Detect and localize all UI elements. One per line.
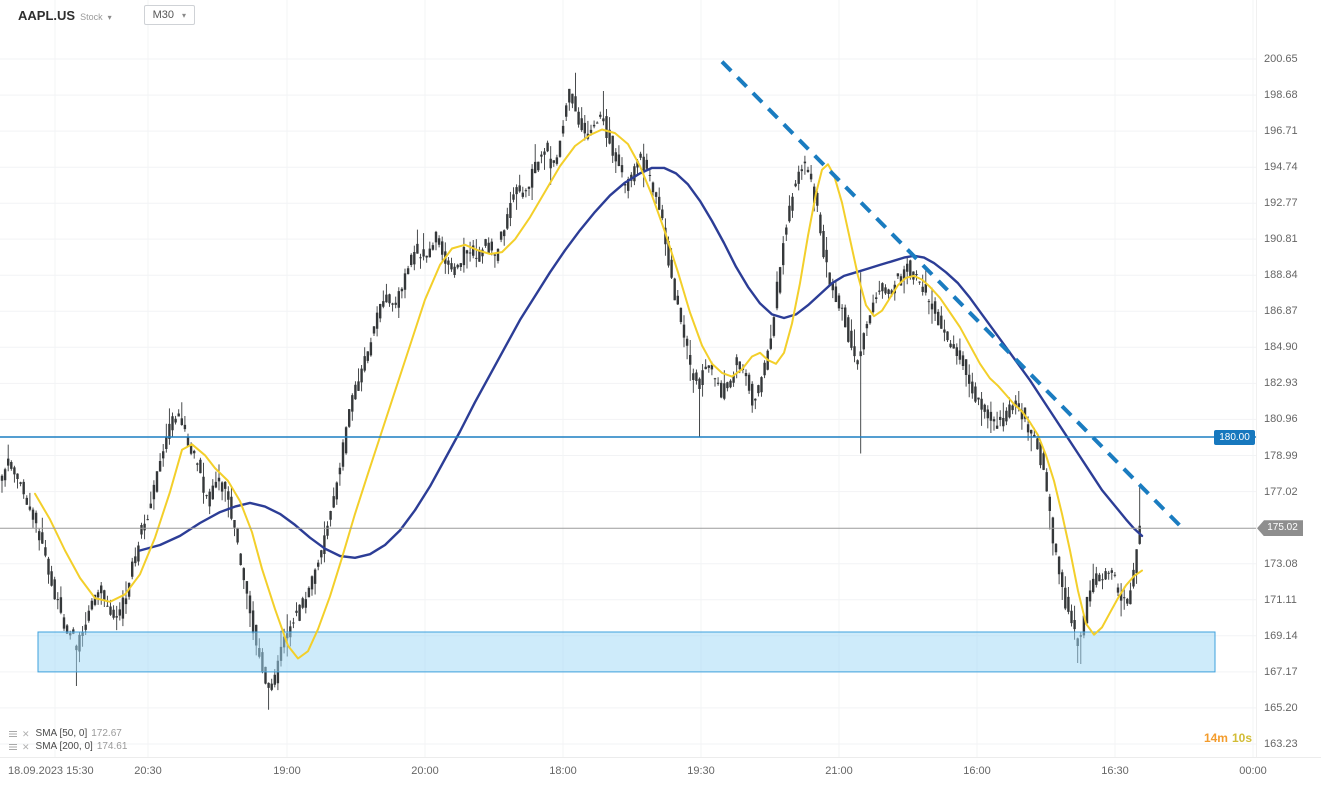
indicator-remove-icon[interactable]: ✕ xyxy=(22,741,30,752)
indicator-legend-row-sma50: ✕ SMA [50, 0] 172.67 xyxy=(8,727,127,740)
time-axis-label: 19:00 xyxy=(273,765,301,777)
price-axis-label: 178.99 xyxy=(1264,449,1298,462)
symbol-name: AAPL.US xyxy=(18,8,76,23)
price-axis-label: 188.84 xyxy=(1264,269,1298,282)
price-axis-label: 182.93 xyxy=(1264,377,1298,390)
price-axis-label: 163.23 xyxy=(1264,738,1298,750)
indicator-label: SMA [200, 0] xyxy=(35,741,93,752)
chart-area[interactable]: ✕ SMA [50, 0] 172.67 ✕ SMA [200, 0] 174.… xyxy=(0,0,1256,757)
price-axis[interactable]: 200.65 198.68 196.71 194.74 192.77 190.81 188.… xyxy=(1256,0,1321,757)
sma-50-line xyxy=(34,128,1143,660)
time-axis-label: 20:30 xyxy=(134,765,162,777)
indicator-settings-icon[interactable] xyxy=(8,729,18,739)
price-axis-label: 184.90 xyxy=(1264,341,1298,354)
price-axis-label: 180.96 xyxy=(1264,413,1298,426)
price-level-badge[interactable]: 180.00 xyxy=(1214,429,1255,445)
price-axis-label: 173.08 xyxy=(1264,557,1298,570)
price-axis-label: 186.87 xyxy=(1264,305,1298,318)
candle-countdown: 14m 10s xyxy=(1204,731,1252,745)
symbol-selector[interactable]: AAPL.US Stock ▾ xyxy=(18,8,112,23)
time-axis[interactable]: 18.09.2023 15:30 20:30 19:00 20:00 18:00 19:3… xyxy=(0,757,1321,787)
timeframe-selector[interactable]: M30 ▾ xyxy=(143,5,196,25)
support-zone[interactable] xyxy=(37,631,1216,673)
time-axis-label: 20:00 xyxy=(411,765,439,777)
time-axis-label: 16:00 xyxy=(963,765,991,777)
current-price-badge: 175.02 xyxy=(1257,520,1303,537)
indicator-legend: ✕ SMA [50, 0] 172.67 ✕ SMA [200, 0] 174.… xyxy=(8,727,127,753)
price-axis-label: 167.17 xyxy=(1264,665,1298,678)
indicator-settings-icon[interactable] xyxy=(8,742,18,752)
price-axis-label: 194.74 xyxy=(1264,161,1298,174)
indicator-value: 172.67 xyxy=(91,728,122,739)
price-axis-label: 190.81 xyxy=(1264,233,1298,246)
indicator-value: 174.61 xyxy=(96,741,128,752)
price-axis-label: 177.02 xyxy=(1264,485,1298,498)
price-axis-label: 200.65 xyxy=(1264,53,1298,65)
chart-header: AAPL.US Stock ▾ M30 ▾ xyxy=(18,5,196,25)
gridlines xyxy=(0,0,1256,757)
time-axis-label: 18:00 xyxy=(549,765,577,777)
price-axis-label: 165.20 xyxy=(1264,701,1298,714)
sma-200-line xyxy=(138,166,1144,559)
price-axis-label: 192.77 xyxy=(1264,197,1298,210)
time-axis-label: 21:00 xyxy=(825,765,853,777)
time-axis-label: 18.09.2023 15:30 xyxy=(8,765,94,777)
instrument-type-label: Stock xyxy=(80,12,103,22)
price-axis-label: 196.71 xyxy=(1264,125,1298,138)
indicator-legend-row-sma200: ✕ SMA [200, 0] 174.61 xyxy=(8,740,127,753)
chart-canvas[interactable] xyxy=(0,0,1256,757)
time-axis-label: 00:00 xyxy=(1239,765,1267,777)
indicator-label: SMA [50, 0] xyxy=(35,728,88,739)
price-axis-label: 171.11 xyxy=(1264,593,1297,606)
countdown-seconds: 10s xyxy=(1231,731,1252,745)
time-axis-label: 19:30 xyxy=(687,765,715,777)
indicator-remove-icon[interactable]: ✕ xyxy=(22,728,30,739)
price-axis-label: 198.68 xyxy=(1264,89,1298,102)
time-axis-label: 16:30 xyxy=(1101,765,1129,777)
candlestick-series xyxy=(0,72,1141,710)
timeframe-label: M30 xyxy=(152,9,174,21)
chevron-down-icon: ▾ xyxy=(107,13,112,22)
countdown-minutes: 14m xyxy=(1203,731,1228,745)
chevron-down-icon: ▾ xyxy=(182,10,187,20)
price-axis-label: 169.14 xyxy=(1264,629,1298,642)
